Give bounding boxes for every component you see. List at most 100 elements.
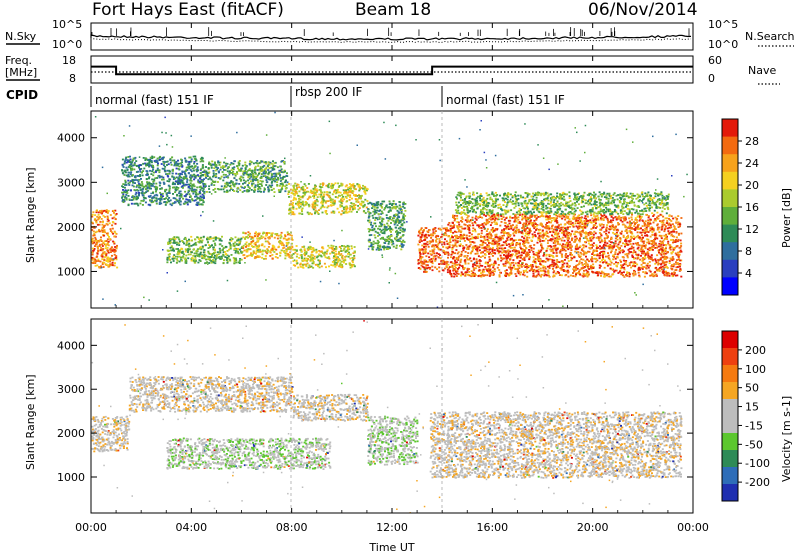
power-point	[299, 205, 302, 208]
power-point	[214, 169, 217, 172]
power-point	[256, 174, 259, 177]
power-point	[363, 186, 366, 189]
power-point	[584, 231, 587, 234]
power-point	[198, 255, 201, 258]
power-point	[665, 217, 668, 220]
power-point	[387, 219, 390, 222]
power-point	[419, 253, 422, 255]
power-point	[115, 233, 118, 235]
power-point	[212, 248, 215, 251]
power-point	[353, 250, 356, 253]
power-point	[243, 172, 246, 174]
power-point	[624, 240, 627, 242]
power-point	[201, 246, 204, 249]
power-point	[199, 199, 202, 202]
power-point	[588, 246, 591, 249]
power-point	[543, 274, 546, 277]
power-point	[185, 193, 188, 196]
power-point	[301, 213, 304, 215]
power-point	[109, 263, 112, 266]
power-point	[626, 232, 629, 234]
power-point	[238, 183, 241, 185]
power-point	[155, 169, 158, 172]
power-point	[152, 182, 155, 185]
power-point	[214, 260, 217, 262]
power-point	[341, 245, 343, 247]
power-point	[233, 190, 236, 192]
power-point	[101, 223, 104, 226]
power-point	[234, 241, 237, 244]
power-point	[424, 270, 427, 273]
power-point	[292, 211, 295, 214]
power-point	[260, 185, 263, 187]
power-point	[319, 185, 322, 188]
power-point	[252, 162, 255, 165]
power-point	[434, 257, 437, 260]
power-point	[393, 216, 396, 219]
power-point	[168, 240, 171, 243]
power-point	[371, 203, 374, 206]
power-point	[237, 250, 239, 253]
power-point	[423, 248, 426, 251]
power-point	[146, 187, 149, 190]
power-point	[431, 261, 433, 263]
power-point	[353, 185, 356, 187]
power-point	[258, 232, 261, 235]
power-point	[497, 244, 500, 246]
power-point	[133, 162, 136, 164]
power-point	[169, 199, 172, 202]
power-point	[256, 255, 259, 257]
power-point	[332, 204, 335, 206]
power-point	[418, 241, 421, 243]
power-point	[258, 171, 261, 174]
power-point	[352, 202, 355, 205]
power-point	[663, 258, 666, 261]
power-point	[142, 196, 145, 199]
power-point	[296, 183, 299, 186]
power-point	[359, 203, 361, 205]
power-point	[268, 243, 271, 245]
power-point	[602, 261, 604, 264]
power-point	[265, 166, 268, 169]
power-point	[552, 217, 555, 219]
power-point	[103, 224, 106, 227]
power-point	[213, 256, 216, 259]
power-point	[266, 181, 269, 183]
power-point	[318, 209, 320, 211]
power-point	[248, 189, 251, 192]
power-point	[371, 214, 374, 217]
beam-label: Beam 18	[355, 0, 431, 20]
freq-label: Freq.	[5, 54, 32, 67]
power-point	[212, 172, 215, 175]
power-point	[171, 183, 174, 186]
power-point	[276, 185, 279, 187]
power-point	[94, 218, 97, 220]
power-point	[220, 185, 223, 188]
power-point	[381, 212, 384, 215]
power-point	[336, 262, 338, 265]
power-point	[335, 259, 338, 261]
power-point	[199, 189, 202, 191]
power-point	[377, 203, 380, 205]
power-point	[219, 177, 222, 180]
power-point	[402, 205, 405, 208]
power-point	[555, 220, 558, 223]
power-point	[301, 207, 304, 210]
power-point	[295, 207, 298, 210]
power-point	[436, 252, 438, 255]
power-point	[311, 205, 314, 208]
power-point	[565, 273, 568, 276]
power-point	[675, 266, 678, 269]
power-point	[333, 263, 336, 266]
power-point	[464, 271, 467, 274]
power-point	[634, 222, 637, 224]
power-point	[484, 274, 487, 277]
power-point	[244, 167, 247, 169]
power-point	[184, 190, 187, 193]
power-point	[110, 264, 113, 267]
power-point	[605, 274, 608, 277]
power-point	[202, 160, 205, 163]
power-point	[602, 226, 605, 228]
power-point	[628, 250, 631, 253]
power-point	[247, 245, 250, 247]
